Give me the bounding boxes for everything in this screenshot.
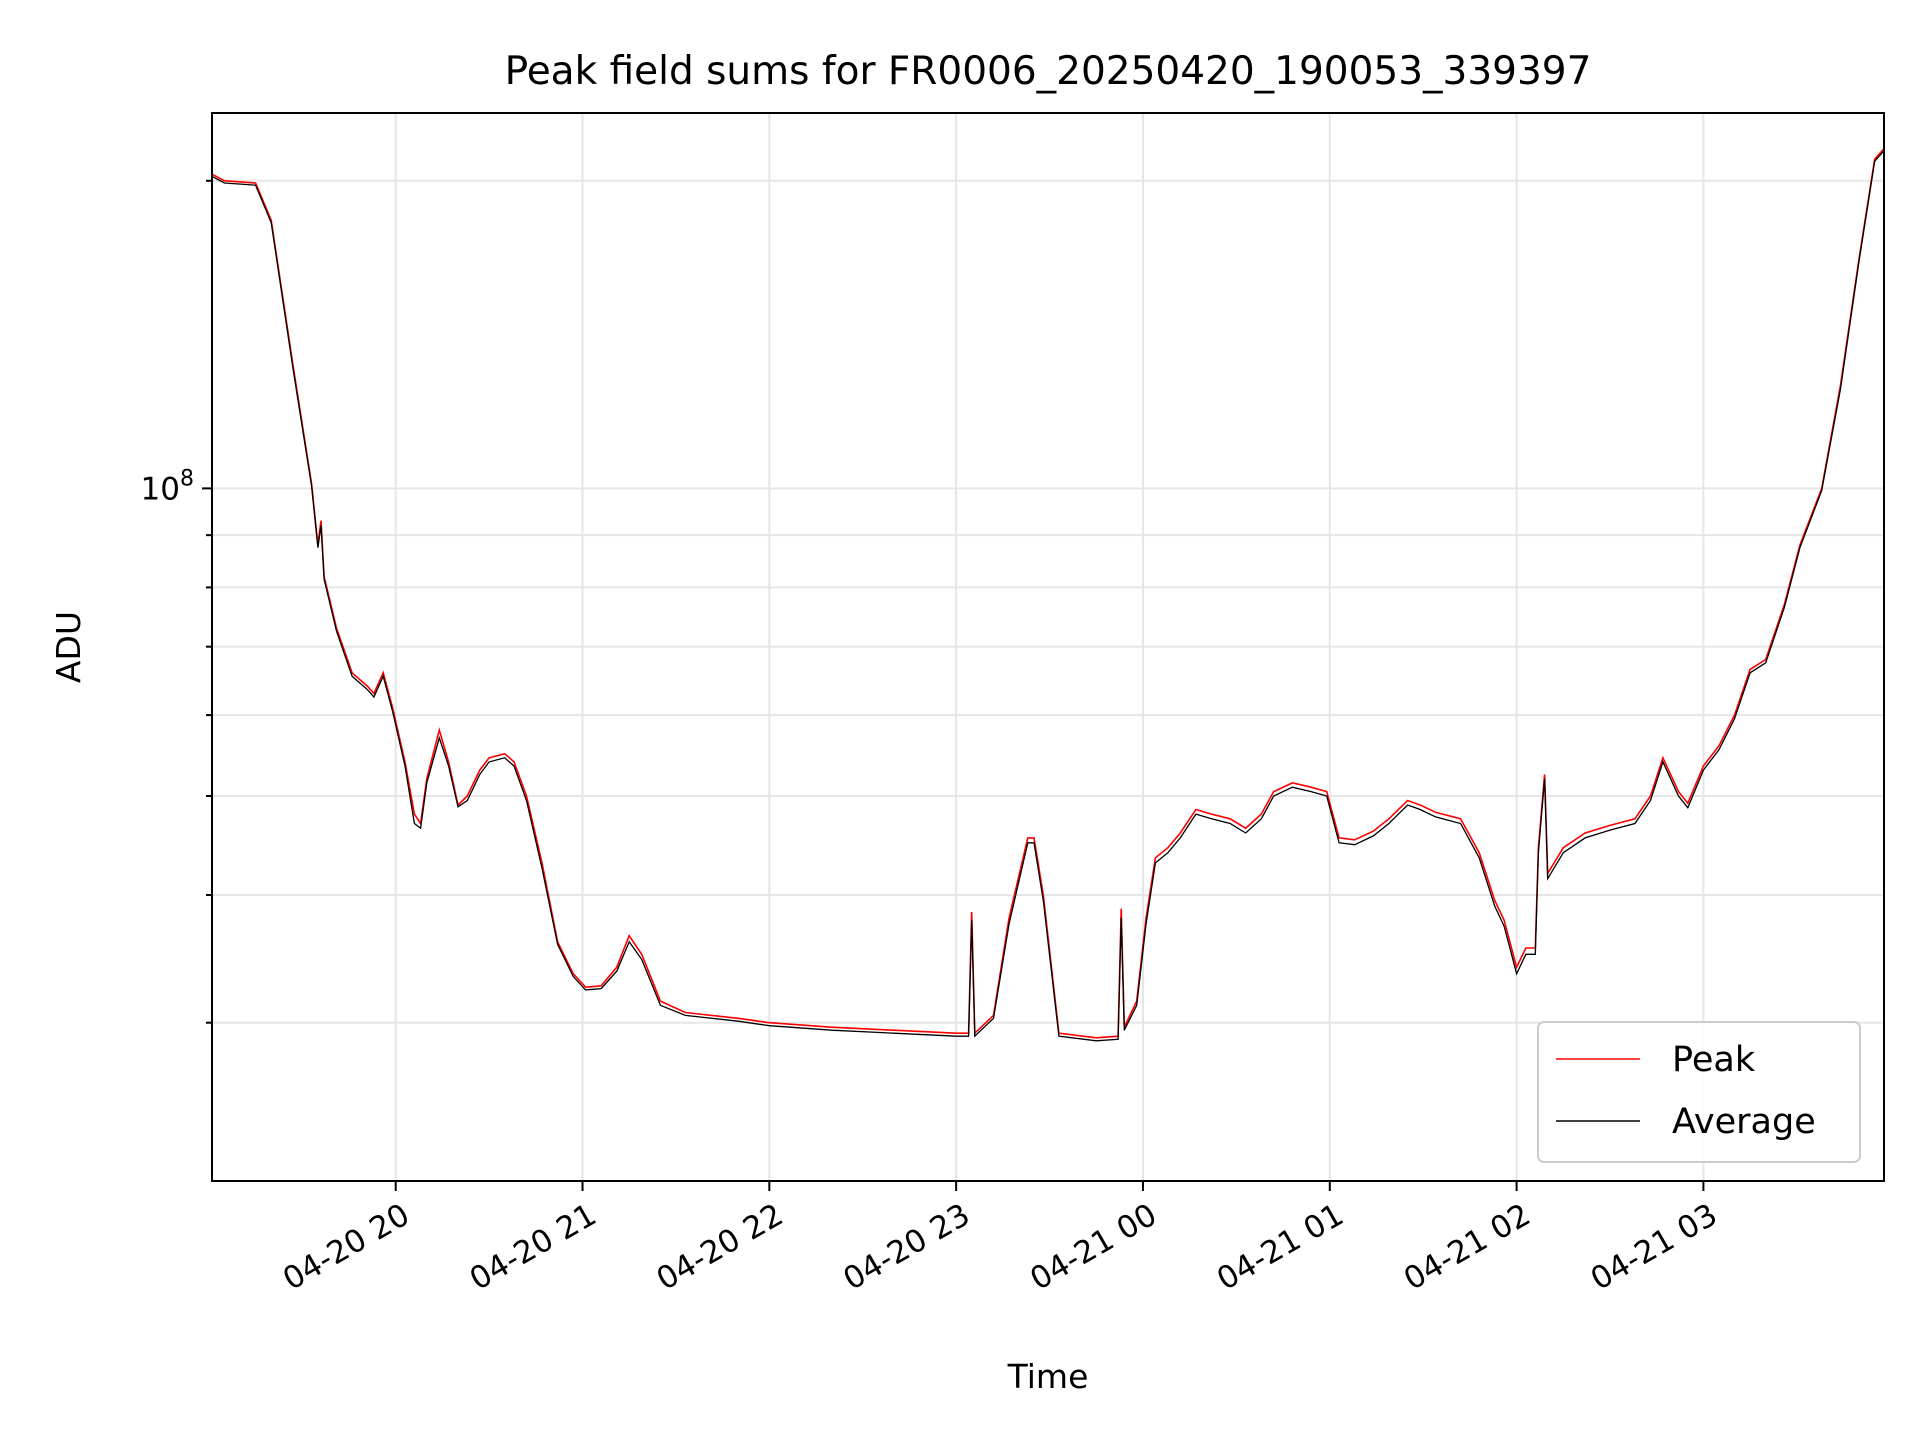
chart-title: Peak field sums for FR0006_20250420_1900… <box>505 49 1592 94</box>
series-line-average <box>212 150 1884 1042</box>
legend-label-peak: Peak <box>1672 1040 1756 1080</box>
series-layer <box>212 148 1884 1042</box>
x-tick-label: 04-21 00 <box>1024 1197 1163 1298</box>
x-axis-label: Time <box>1007 1357 1089 1396</box>
x-tick-label: 04-21 02 <box>1398 1197 1537 1298</box>
x-tick-label: 04-20 20 <box>277 1197 416 1298</box>
x-tick-label: 04-21 03 <box>1585 1197 1724 1298</box>
y-tick-label: 108 <box>141 466 194 507</box>
grid <box>212 113 1884 1181</box>
y-axis-label: ADU <box>49 611 88 683</box>
x-tick-label: 04-21 01 <box>1211 1197 1350 1298</box>
legend-label-average: Average <box>1672 1102 1816 1142</box>
x-axis: 04-20 20 04-20 21 04-20 22 04-20 23 04-21 00… <box>277 1181 1723 1298</box>
legend: Peak Average <box>1537 1021 1861 1163</box>
x-tick-label: 04-20 22 <box>651 1197 790 1298</box>
x-tick-label: 04-20 21 <box>464 1197 603 1298</box>
x-tick-label: 04-20 23 <box>837 1197 976 1298</box>
series-line-peak <box>212 148 1884 1039</box>
legend-box <box>1537 1021 1861 1163</box>
y-axis: 108 <box>141 179 212 1024</box>
